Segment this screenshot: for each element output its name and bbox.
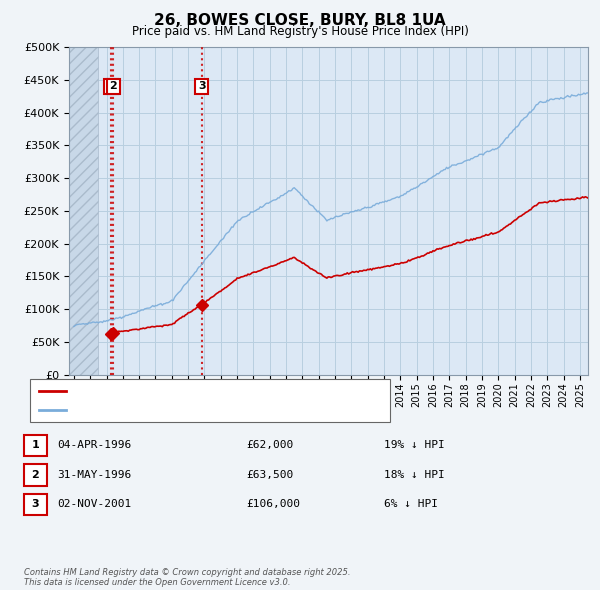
Text: £63,500: £63,500 (246, 470, 293, 480)
Text: 02-NOV-2001: 02-NOV-2001 (57, 500, 131, 509)
Text: Contains HM Land Registry data © Crown copyright and database right 2025.
This d: Contains HM Land Registry data © Crown c… (24, 568, 350, 587)
Text: 31-MAY-1996: 31-MAY-1996 (57, 470, 131, 480)
Text: HPI: Average price, detached house, Bury: HPI: Average price, detached house, Bury (72, 405, 289, 415)
Text: 3: 3 (32, 500, 39, 509)
Text: 1: 1 (107, 81, 115, 91)
Text: 3: 3 (198, 81, 206, 91)
Text: £106,000: £106,000 (246, 500, 300, 509)
Text: 18% ↓ HPI: 18% ↓ HPI (384, 470, 445, 480)
Text: 26, BOWES CLOSE, BURY, BL8 1UA (detached house): 26, BOWES CLOSE, BURY, BL8 1UA (detached… (72, 386, 347, 396)
Text: 04-APR-1996: 04-APR-1996 (57, 441, 131, 450)
Text: 1: 1 (32, 441, 39, 450)
Bar (69, 47, 98, 375)
Text: 19% ↓ HPI: 19% ↓ HPI (384, 441, 445, 450)
Text: 2: 2 (32, 470, 39, 480)
Text: 2: 2 (110, 81, 117, 91)
Text: 26, BOWES CLOSE, BURY, BL8 1UA: 26, BOWES CLOSE, BURY, BL8 1UA (154, 13, 446, 28)
Text: 6% ↓ HPI: 6% ↓ HPI (384, 500, 438, 509)
Text: £62,000: £62,000 (246, 441, 293, 450)
Text: Price paid vs. HM Land Registry's House Price Index (HPI): Price paid vs. HM Land Registry's House … (131, 25, 469, 38)
